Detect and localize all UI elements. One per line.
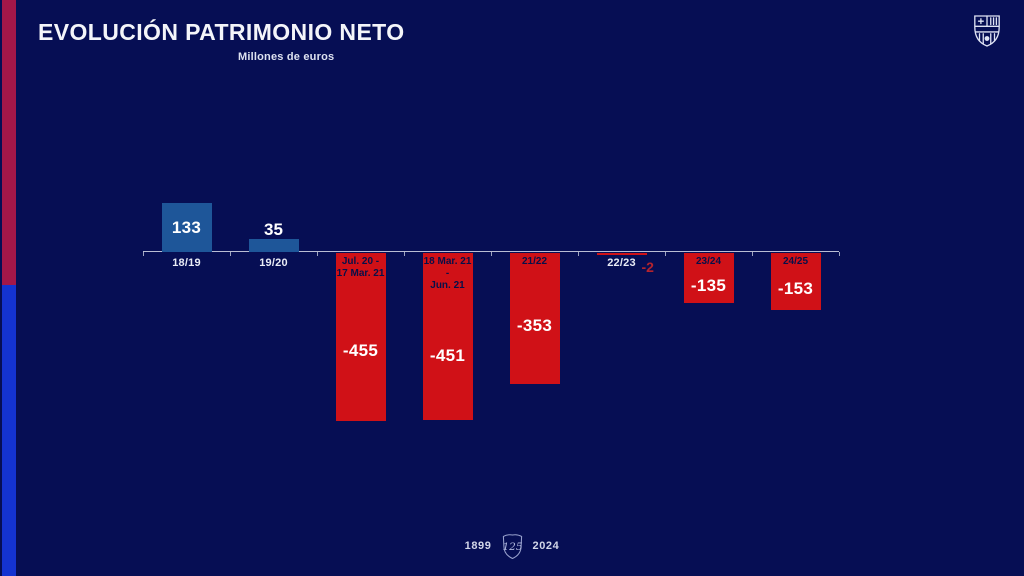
- bar-value: -2: [641, 259, 654, 275]
- axis-tick: [491, 252, 492, 256]
- bar-category-label: 18 Mar. 21 - Jun. 21: [423, 256, 472, 291]
- bar-category-label: 22/23: [607, 257, 636, 269]
- chart-bar-21/22: 21/22 -353: [509, 253, 560, 384]
- axis-tick: [665, 252, 666, 256]
- anniversary-footer: 1899 125 2024: [0, 529, 1024, 563]
- founded-year-label: 1899: [464, 540, 492, 552]
- stripe-crimson-segment: [2, 0, 16, 286]
- chart-bar-24/25: 24/25 -153: [770, 253, 821, 310]
- axis-tick: [404, 252, 405, 256]
- bar-value: -455: [342, 340, 379, 360]
- chart-bar-23/24: 23/24 -135: [683, 253, 734, 303]
- x-axis-line: [143, 251, 839, 252]
- fc-barcelona-crest-icon: [974, 15, 1000, 47]
- bar-value: -451: [429, 346, 466, 365]
- axis-tick: [143, 252, 144, 256]
- chart-bar-18-Mar-21-Jun-21: 18 Mar. 21 - Jun. 21 -451: [422, 253, 473, 420]
- side-accent-stripe: [2, 0, 16, 576]
- chart-bar-19/20: [248, 239, 299, 252]
- emblem-125-text: 125: [502, 540, 522, 552]
- bar-value: 133: [171, 217, 202, 237]
- bar-value: -353: [516, 316, 553, 335]
- bar-value: -135: [690, 275, 727, 295]
- net-worth-bar-chart: 133 18/19 19/20 35 Jul. 20 - 17 Mar. 21 -455 1…: [143, 0, 840, 500]
- bar-category-label: 19/20: [259, 257, 288, 269]
- anniversary-125-shield-icon: 125: [502, 533, 522, 559]
- page-title: EVOLUCIÓN PATRIMONIO NETO: [38, 19, 405, 45]
- bar-category-label: 24/25: [782, 256, 809, 267]
- axis-tick: [839, 252, 840, 256]
- bar-category-label: 18/19: [172, 257, 201, 269]
- axis-tick: [752, 252, 753, 256]
- bar-category-label: 23/24: [695, 256, 722, 267]
- stripe-blue-segment: [2, 285, 16, 576]
- chart-bar-18/19: 133: [161, 203, 212, 252]
- axis-tick: [578, 252, 579, 256]
- chart-bar-22/23: [596, 253, 647, 255]
- chart-bar-Jul-20-17-Mar-21: Jul. 20 - 17 Mar. 21 -455: [335, 253, 386, 421]
- bar-category-label: 21/22: [521, 256, 548, 267]
- chart-units-subtitle: Millones de euros: [238, 51, 335, 63]
- axis-tick: [317, 252, 318, 256]
- bar-value: -153: [777, 279, 814, 298]
- axis-tick: [230, 252, 231, 256]
- bar-category-label: Jul. 20 - 17 Mar. 21: [336, 256, 385, 279]
- anniversary-year-label: 2024: [532, 540, 560, 552]
- bar-value: 35: [264, 220, 283, 239]
